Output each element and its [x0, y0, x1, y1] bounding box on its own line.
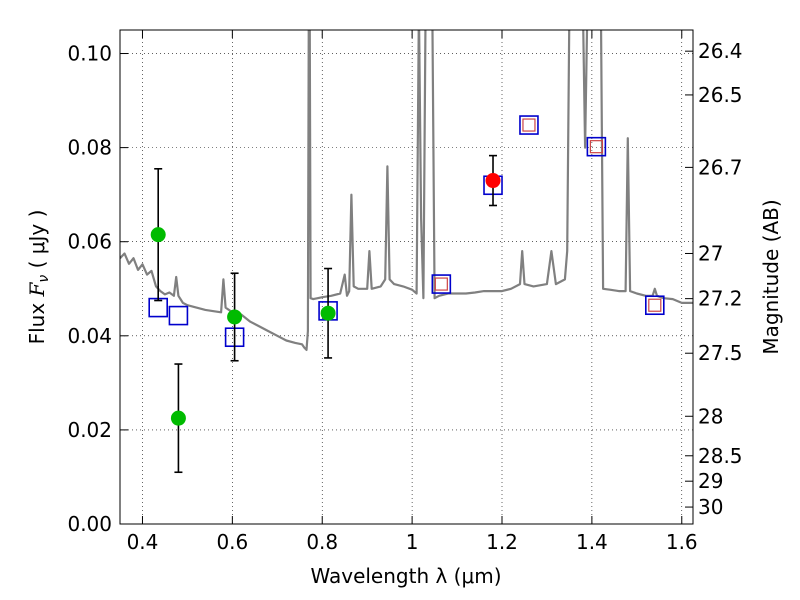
mag-tick-label: 26.4	[698, 39, 743, 63]
model-bandpass-square	[586, 136, 607, 157]
y-axis-title-symbol: F	[25, 281, 49, 297]
x-tick-label: 1.2	[486, 530, 518, 554]
x-tick-label: 0.4	[127, 530, 159, 554]
model-bandpass-square	[431, 274, 452, 294]
model-spectrum-layer	[120, 30, 693, 351]
y-tick-label: 0.08	[67, 136, 112, 160]
mag-tick-label: 27.2	[698, 287, 743, 311]
y-tick-label: 0.04	[67, 324, 112, 348]
axis-ticks	[120, 30, 693, 525]
y-axis-title-prefix: Flux	[25, 296, 49, 344]
mag-tick-label: 28	[698, 404, 723, 428]
model-bandpass-square	[168, 305, 189, 326]
x-tick-label: 1.4	[576, 530, 608, 554]
y-axis-title-left: Flux Fν ( μJy )	[25, 210, 52, 345]
model-bandpass-square	[644, 295, 665, 316]
photometry-point	[227, 309, 243, 325]
model-bandpass-inner-square	[434, 277, 448, 291]
y-tick-label: 0.06	[67, 230, 112, 254]
x-tick-label: 1.6	[666, 530, 698, 554]
mag-tick-label: 28.5	[698, 444, 743, 468]
x-tick-label: 1	[406, 530, 419, 554]
mag-tick-label: 29	[698, 469, 723, 493]
y-axis-title-suffix: ( μJy )	[25, 210, 49, 275]
spectroscopic-point	[485, 173, 501, 189]
y-tick-label: 0.02	[67, 418, 112, 442]
y-axis-title-right: Magnitude (AB)	[759, 199, 783, 354]
mag-tick-label: 30	[698, 495, 723, 519]
photometry-point	[150, 227, 166, 243]
mag-tick-label: 27	[698, 241, 723, 265]
y-tick-label: 0.00	[67, 512, 112, 536]
grid-lines	[120, 30, 693, 525]
model-bandpass-inner-square	[648, 298, 662, 312]
model-bandpass-square	[519, 115, 539, 135]
x-tick-label: 0.8	[306, 530, 338, 554]
marks-layer	[148, 115, 665, 474]
model-bandpass-inner-square	[589, 140, 603, 154]
y-tick-label: 0.10	[67, 42, 112, 66]
mag-tick-label: 26.5	[698, 83, 743, 107]
model-spectrum-line	[120, 30, 693, 351]
x-axis-title: Wavelength λ (μm)	[310, 564, 501, 588]
y-axis-title-subscript: ν	[36, 275, 52, 283]
x-tick-label: 0.6	[216, 530, 248, 554]
mag-tick-label: 26.7	[698, 155, 743, 179]
mag-tick-label: 27.5	[698, 341, 743, 365]
plot-frame	[119, 29, 694, 525]
photometry-point	[170, 410, 186, 426]
model-bandpass-inner-square	[522, 118, 536, 132]
photometry-point	[320, 305, 336, 321]
